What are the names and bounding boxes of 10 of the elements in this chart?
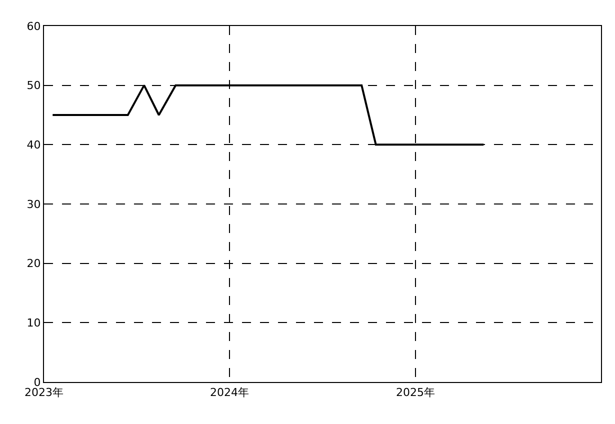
y-tick-label: 10	[26, 316, 41, 330]
y-tick-label: 50	[26, 79, 41, 92]
x-tick-label: 2025年	[396, 386, 435, 400]
x-tick-label: 2023年	[24, 386, 64, 400]
y-tick-label: 40	[26, 138, 41, 152]
y-tick-label: 60	[26, 20, 41, 33]
y-tick-label: 20	[26, 257, 41, 270]
y-tick-label: 0	[34, 376, 41, 389]
x-tick-label: 2024年	[210, 386, 249, 400]
y-tick-label: 30	[26, 198, 41, 211]
